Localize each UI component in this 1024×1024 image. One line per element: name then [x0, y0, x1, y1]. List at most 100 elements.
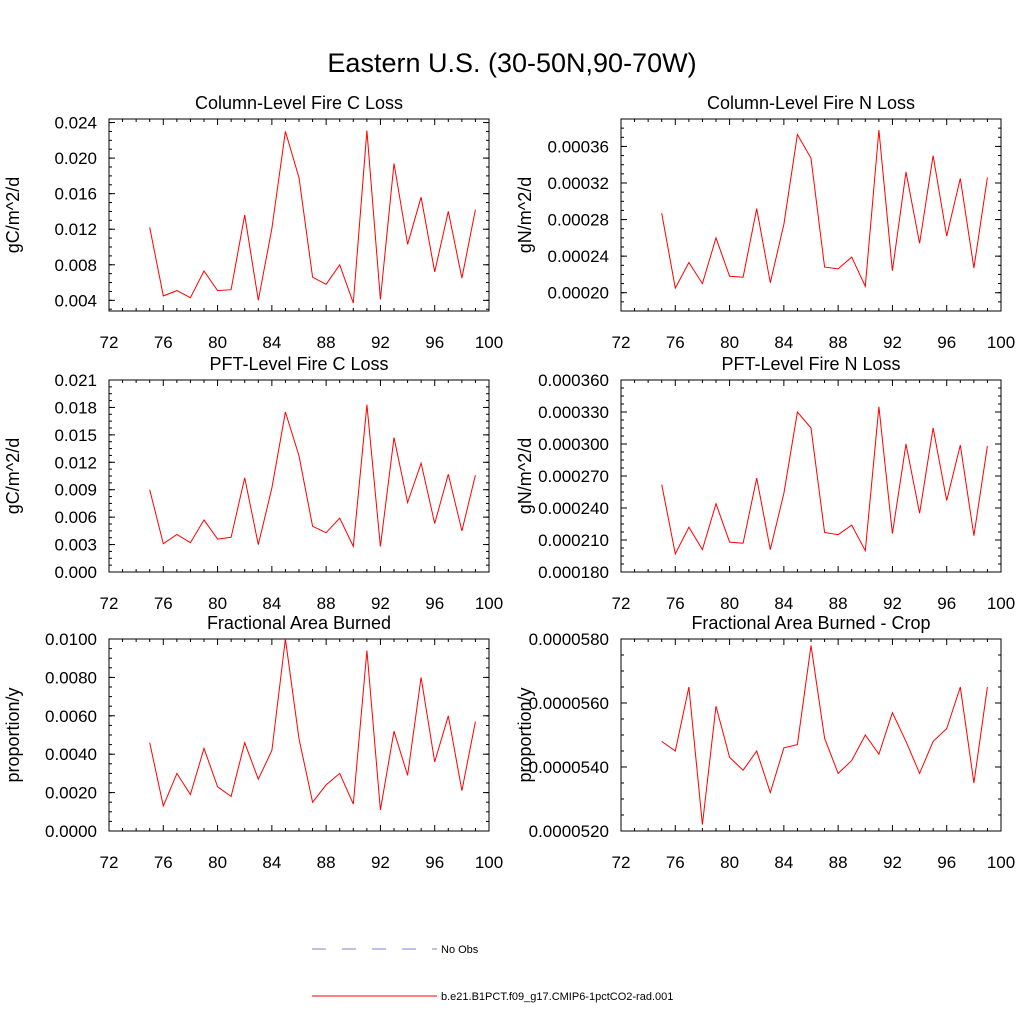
x-tick-label: 92	[883, 333, 902, 352]
y-tick-label: 0.000330	[538, 403, 609, 422]
y-tick-label: 0.000	[54, 563, 97, 582]
x-tick-label: 88	[829, 594, 848, 613]
y-tick-label: 0.0000	[45, 822, 97, 841]
plot-frame	[620, 638, 1002, 832]
panel-title: Column-Level Fire N Loss	[707, 93, 915, 113]
y-tick-label: 0.009	[54, 481, 97, 500]
x-tick-label: 76	[154, 853, 173, 872]
panel-title: Column-Level Fire C Loss	[195, 93, 403, 113]
panel-title: Fractional Area Burned	[207, 613, 391, 633]
y-tick-label: 0.00028	[548, 211, 609, 230]
x-tick-label: 100	[475, 594, 503, 613]
x-tick-label: 92	[883, 853, 902, 872]
plot-frame	[108, 638, 490, 832]
y-tick-label: 0.015	[54, 426, 97, 445]
x-tick-label: 72	[612, 853, 631, 872]
chart-panel-3: 72 76 80 84 88 92 96 100 0.000 0.003 0.006 0.009 0.0…	[3, 354, 503, 613]
y-tick-label: 0.012	[54, 220, 97, 239]
x-tick-label: 76	[154, 594, 173, 613]
x-tick-label: 92	[883, 594, 902, 613]
plot-frame	[620, 379, 1002, 573]
x-tick-label: 88	[317, 594, 336, 613]
x-tick-label: 92	[371, 333, 390, 352]
y-tick-label: 0.020	[54, 149, 97, 168]
y-tick-label: 0.016	[54, 185, 97, 204]
y-tick-label: 0.000210	[538, 531, 609, 550]
y-tick-label: 0.0100	[45, 630, 97, 649]
y-tick-label: 0.0000540	[529, 758, 609, 777]
series-line	[661, 645, 988, 825]
x-tick-label: 96	[425, 853, 444, 872]
x-tick-label: 100	[987, 594, 1015, 613]
x-tick-label: 80	[208, 853, 227, 872]
y-axis-label: proportion/y	[515, 687, 535, 782]
x-tick-label: 96	[937, 333, 956, 352]
x-tick-label: 84	[262, 333, 281, 352]
y-tick-label: 0.006	[54, 508, 97, 527]
x-tick-label: 84	[262, 594, 281, 613]
x-tick-label: 88	[317, 333, 336, 352]
y-tick-label: 0.024	[54, 114, 97, 133]
y-tick-label: 0.000270	[538, 467, 609, 486]
y-tick-label: 0.0080	[45, 668, 97, 687]
chart-panel-1: 72 76 80 84 88 92 96 100 0.004 0.008 0.012 0.016 0.0…	[3, 93, 503, 352]
x-tick-label: 72	[612, 333, 631, 352]
y-tick-label: 0.003	[54, 536, 97, 555]
y-axis-label: gC/m^2/d	[3, 177, 23, 253]
y-axis-label: gC/m^2/d	[3, 438, 23, 514]
chart-panels: 72 76 80 84 88 92 96 100 0.004 0.008 0.012 0.016 0.0…	[3, 93, 1015, 872]
x-tick-label: 80	[720, 853, 739, 872]
x-tick-label: 96	[937, 853, 956, 872]
chart-panel-4: 72 76 80 84 88 92 96 100 0.000180 0.000210 0.00024…	[515, 354, 1015, 613]
chart-panel-5: 72 76 80 84 88 92 96 100 0.0000 0.0020 0.0040 0.006…	[3, 613, 503, 872]
x-tick-label: 96	[425, 333, 444, 352]
x-tick-label: 88	[829, 853, 848, 872]
series-line	[149, 130, 476, 304]
plot-frame	[108, 118, 490, 312]
y-axis-label: proportion/y	[3, 687, 23, 782]
chart-panel-2: 72 76 80 84 88 92 96 100 0.00020 0.00024 0.00028 0.…	[515, 93, 1015, 352]
x-tick-label: 88	[829, 333, 848, 352]
legend: No Obs b.e21.B1PCT.f09_g17.CMIP6-1pctCO2…	[312, 944, 673, 1003]
y-tick-label: 0.000300	[538, 435, 609, 454]
y-tick-label: 0.0040	[45, 745, 97, 764]
x-tick-label: 76	[666, 333, 685, 352]
y-tick-label: 0.0000520	[529, 822, 609, 841]
x-tick-label: 84	[262, 853, 281, 872]
y-tick-label: 0.004	[54, 291, 97, 310]
panel-title: PFT-Level Fire C Loss	[209, 354, 388, 374]
x-tick-label: 100	[987, 853, 1015, 872]
y-tick-label: 0.00036	[548, 137, 609, 156]
y-tick-label: 0.000360	[538, 371, 609, 390]
y-tick-label: 0.021	[54, 371, 97, 390]
y-tick-label: 0.00020	[548, 284, 609, 303]
y-tick-label: 0.012	[54, 453, 97, 472]
panel-title: Fractional Area Burned - Crop	[691, 613, 930, 633]
x-tick-label: 72	[100, 594, 119, 613]
y-tick-label: 0.00032	[548, 174, 609, 193]
y-tick-label: 0.00024	[548, 247, 609, 266]
y-axis-label: gN/m^2/d	[515, 177, 535, 253]
y-tick-label: 0.0000560	[529, 694, 609, 713]
x-tick-label: 80	[208, 333, 227, 352]
x-tick-label: 72	[612, 594, 631, 613]
x-tick-label: 76	[666, 594, 685, 613]
chart-panel-6: 72 76 80 84 88 92 96 100 0.0000520 0.0000540 0.000…	[515, 613, 1015, 872]
legend-no-obs-label: No Obs	[441, 944, 479, 956]
y-tick-label: 0.0060	[45, 707, 97, 726]
y-tick-label: 0.018	[54, 398, 97, 417]
series-line	[149, 404, 476, 549]
legend-series-label: b.e21.B1PCT.f09_g17.CMIP6-1pctCO2-rad.00…	[441, 991, 673, 1003]
y-tick-label: 0.000180	[538, 563, 609, 582]
x-tick-label: 76	[666, 853, 685, 872]
x-tick-label: 100	[475, 853, 503, 872]
x-tick-label: 96	[937, 594, 956, 613]
x-tick-label: 92	[371, 853, 390, 872]
x-tick-label: 72	[100, 853, 119, 872]
y-axis-label: gN/m^2/d	[515, 438, 535, 514]
y-tick-label: 0.0000580	[529, 630, 609, 649]
x-tick-label: 100	[475, 333, 503, 352]
x-tick-label: 80	[208, 594, 227, 613]
y-tick-label: 0.0020	[45, 784, 97, 803]
